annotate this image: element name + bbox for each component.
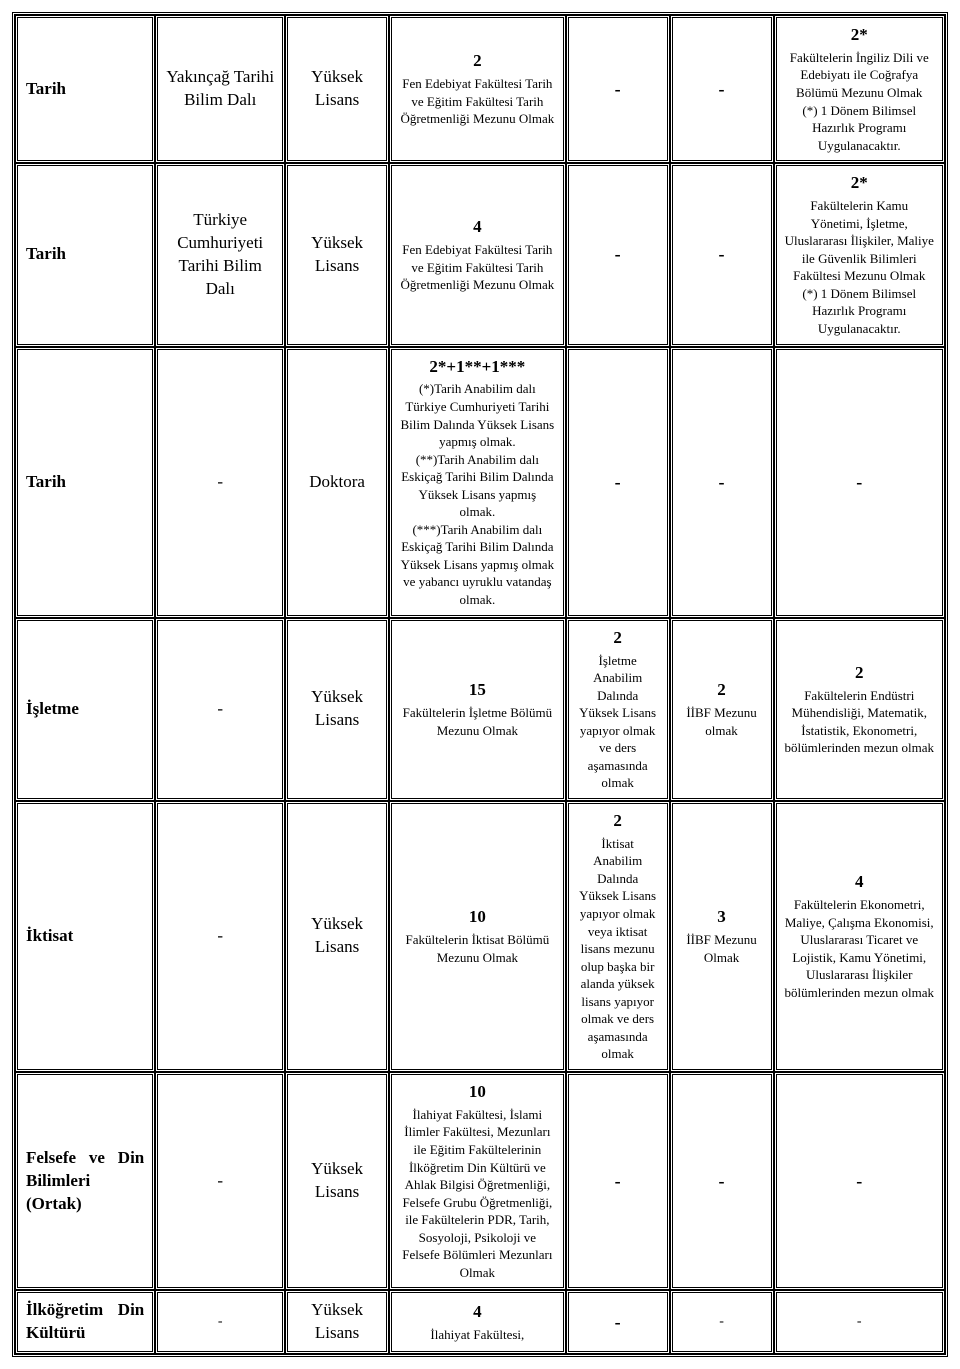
quota-transfer: - bbox=[566, 1072, 670, 1290]
quota-special: 2İİBF Mezunu olmak bbox=[670, 618, 774, 801]
program-name: İşletme bbox=[15, 618, 155, 801]
quota-other: - bbox=[774, 347, 946, 618]
table-row: Felsefe ve Din Bilimleri (Ortak)-Yüksek … bbox=[15, 1072, 945, 1290]
branch-name: - bbox=[155, 347, 285, 618]
quota-other: - bbox=[774, 1072, 946, 1290]
program-name: Tarih bbox=[15, 15, 155, 163]
quota-transfer: - bbox=[566, 163, 670, 346]
program-name: Tarih bbox=[15, 347, 155, 618]
quota-transfer: - bbox=[566, 1290, 670, 1354]
table-row: TarihTürkiye Cumhuriyeti Tarihi Bilim Da… bbox=[15, 163, 945, 346]
branch-name: - bbox=[155, 618, 285, 801]
degree-level: Yüksek Lisans bbox=[285, 618, 389, 801]
degree-level: Yüksek Lisans bbox=[285, 15, 389, 163]
quota-special: - bbox=[670, 163, 774, 346]
quota-special: 3İİBF Mezunu Olmak bbox=[670, 801, 774, 1072]
quota-other: 2*Fakültelerin Kamu Yönetimi, İşletme, U… bbox=[774, 163, 946, 346]
branch-name: Türkiye Cumhuriyeti Tarihi Bilim Dalı bbox=[155, 163, 285, 346]
quota-transfer: - bbox=[566, 15, 670, 163]
quota-transfer: - bbox=[566, 347, 670, 618]
quota-main: 15Fakültelerin İşletme Bölümü Mezunu Olm… bbox=[389, 618, 566, 801]
branch-name: - bbox=[155, 1072, 285, 1290]
program-name: İlköğretim Din Kültürü bbox=[15, 1290, 155, 1354]
program-table: TarihYakınçağ Tarihi Bilim DalıYüksek Li… bbox=[12, 12, 948, 1357]
program-name: Tarih bbox=[15, 163, 155, 346]
quota-other: 4Fakültelerin Ekonometri, Maliye, Çalışm… bbox=[774, 801, 946, 1072]
branch-name: - bbox=[155, 801, 285, 1072]
quota-main: 2*+1**+1***(*)Tarih Anabilim dalı Türkiy… bbox=[389, 347, 566, 618]
quota-other: - bbox=[774, 1290, 946, 1354]
degree-level: Doktora bbox=[285, 347, 389, 618]
quota-main: 2Fen Edebiyat Fakültesi Tarih ve Eğitim … bbox=[389, 15, 566, 163]
branch-name: - bbox=[155, 1290, 285, 1354]
quota-main: 10Fakültelerin İktisat Bölümü Mezunu Olm… bbox=[389, 801, 566, 1072]
quota-special: - bbox=[670, 1072, 774, 1290]
quota-other: 2Fakültelerin Endüstri Mühendisliği, Mat… bbox=[774, 618, 946, 801]
quota-transfer: 2İktisat Anabilim Dalında Yüksek Lisans … bbox=[566, 801, 670, 1072]
branch-name: Yakınçağ Tarihi Bilim Dalı bbox=[155, 15, 285, 163]
table-row: İlköğretim Din Kültürü-Yüksek Lisans4İla… bbox=[15, 1290, 945, 1354]
quota-main: 10İlahiyat Fakültesi, İslami İlimler Fak… bbox=[389, 1072, 566, 1290]
program-name: Felsefe ve Din Bilimleri (Ortak) bbox=[15, 1072, 155, 1290]
quota-main: 4Fen Edebiyat Fakültesi Tarih ve Eğitim … bbox=[389, 163, 566, 346]
quota-special: - bbox=[670, 347, 774, 618]
table-row: İktisat-Yüksek Lisans10Fakültelerin İkti… bbox=[15, 801, 945, 1072]
quota-special: - bbox=[670, 15, 774, 163]
quota-main: 4İlahiyat Fakültesi, bbox=[389, 1290, 566, 1354]
quota-special: - bbox=[670, 1290, 774, 1354]
table-row: İşletme-Yüksek Lisans15Fakültelerin İşle… bbox=[15, 618, 945, 801]
degree-level: Yüksek Lisans bbox=[285, 801, 389, 1072]
table-row: TarihYakınçağ Tarihi Bilim DalıYüksek Li… bbox=[15, 15, 945, 163]
table-row: Tarih-Doktora2*+1**+1***(*)Tarih Anabili… bbox=[15, 347, 945, 618]
quota-transfer: 2İşletme Anabilim Dalında Yüksek Lisans … bbox=[566, 618, 670, 801]
program-name: İktisat bbox=[15, 801, 155, 1072]
degree-level: Yüksek Lisans bbox=[285, 163, 389, 346]
quota-other: 2*Fakültelerin İngiliz Dili ve Edebiyatı… bbox=[774, 15, 946, 163]
degree-level: Yüksek Lisans bbox=[285, 1072, 389, 1290]
degree-level: Yüksek Lisans bbox=[285, 1290, 389, 1354]
